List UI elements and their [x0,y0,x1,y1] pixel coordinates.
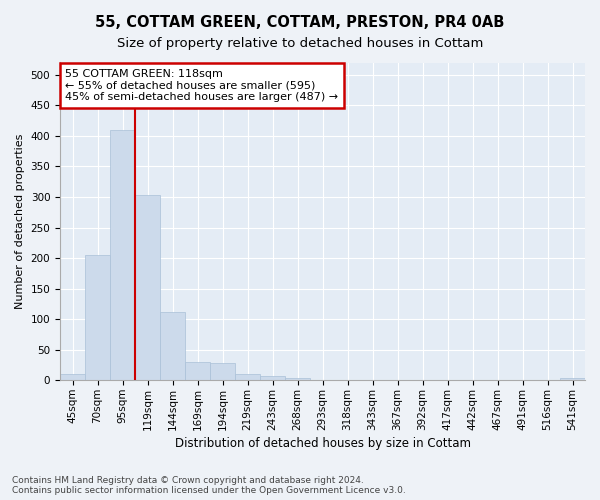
X-axis label: Distribution of detached houses by size in Cottam: Distribution of detached houses by size … [175,437,470,450]
Text: 55, COTTAM GREEN, COTTAM, PRESTON, PR4 0AB: 55, COTTAM GREEN, COTTAM, PRESTON, PR4 0… [95,15,505,30]
Bar [135,195,160,380]
Bar [60,374,85,380]
Bar [185,362,210,380]
Text: Contains HM Land Registry data © Crown copyright and database right 2024.
Contai: Contains HM Land Registry data © Crown c… [12,476,406,495]
Bar [560,378,585,380]
Bar [235,374,260,380]
Bar [260,376,285,380]
Y-axis label: Number of detached properties: Number of detached properties [15,134,25,309]
Bar [85,255,110,380]
Bar [210,363,235,380]
Bar [110,130,135,380]
Text: Size of property relative to detached houses in Cottam: Size of property relative to detached ho… [117,38,483,51]
Bar [160,312,185,380]
Text: 55 COTTAM GREEN: 118sqm
← 55% of detached houses are smaller (595)
45% of semi-d: 55 COTTAM GREEN: 118sqm ← 55% of detache… [65,69,338,102]
Bar [285,378,310,380]
